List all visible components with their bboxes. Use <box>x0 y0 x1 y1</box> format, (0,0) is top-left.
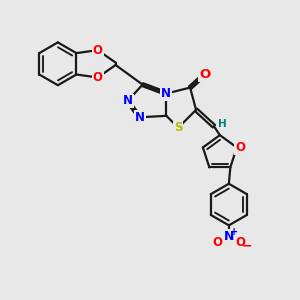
Text: O: O <box>236 141 245 154</box>
Text: N: N <box>135 111 145 124</box>
Text: O: O <box>93 44 103 57</box>
Text: +: + <box>230 226 238 237</box>
Text: N: N <box>123 94 133 107</box>
Text: O: O <box>200 68 211 81</box>
Text: N: N <box>224 230 234 243</box>
Text: O: O <box>212 236 222 248</box>
Text: O: O <box>93 71 103 84</box>
Text: S: S <box>174 121 182 134</box>
Text: N: N <box>161 87 171 100</box>
Text: O: O <box>236 236 246 248</box>
Text: −: − <box>242 239 253 252</box>
Text: H: H <box>218 119 227 129</box>
